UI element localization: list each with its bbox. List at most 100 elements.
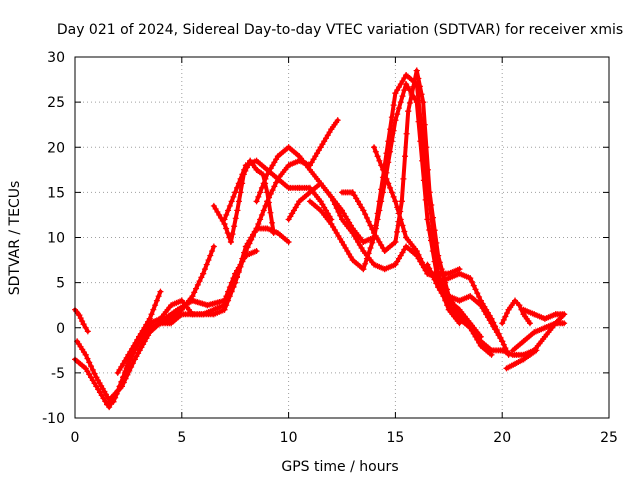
data-point-marker — [269, 162, 276, 169]
data-point-marker — [339, 207, 345, 214]
data-point-marker — [402, 153, 409, 160]
data-point-marker — [388, 114, 395, 121]
data-point-marker — [266, 168, 273, 175]
data-point-marker — [235, 180, 242, 187]
data-point-marker — [429, 272, 436, 279]
data-point-marker — [420, 263, 427, 270]
data-point-marker — [392, 90, 399, 97]
data-point-marker — [201, 266, 208, 273]
data-point-marker — [395, 84, 402, 91]
data-point-marker — [415, 97, 422, 104]
data-point-marker — [193, 285, 200, 292]
data-point-marker — [132, 339, 139, 346]
data-point-marker — [533, 347, 540, 354]
data-point-marker — [376, 239, 383, 246]
data-point-marker — [210, 202, 217, 209]
data-point-marker — [287, 213, 294, 220]
series-layer — [72, 67, 568, 411]
data-point-marker — [205, 257, 212, 264]
data-point-marker — [228, 288, 235, 295]
data-point-marker — [358, 204, 365, 211]
data-point-marker — [82, 365, 89, 372]
data-point-marker — [114, 387, 121, 394]
data-point-marker — [229, 231, 236, 238]
data-point-marker — [493, 327, 500, 334]
data-point-marker — [426, 265, 433, 272]
data-point-marker — [372, 222, 379, 229]
data-point-marker — [488, 315, 495, 322]
data-point-marker — [232, 189, 239, 196]
data-point-marker — [241, 166, 248, 173]
data-point-marker — [82, 351, 89, 358]
data-point-marker — [492, 323, 499, 330]
data-point-marker — [227, 239, 234, 246]
data-point-marker — [212, 205, 219, 212]
data-point-marker — [408, 91, 415, 98]
data-point-marker — [86, 371, 93, 378]
data-point-marker — [442, 296, 449, 303]
data-point-marker — [207, 252, 214, 259]
data-point-marker — [413, 67, 420, 74]
data-point-marker — [504, 348, 511, 355]
data-point-marker — [129, 360, 136, 367]
data-point-marker — [378, 162, 385, 169]
data-point-marker — [399, 78, 406, 85]
data-point-marker — [294, 201, 301, 208]
data-point-marker — [242, 243, 249, 250]
data-point-marker — [346, 219, 353, 226]
data-point-marker — [331, 226, 338, 233]
data-point-marker — [107, 400, 114, 407]
y-tick-label: -10 — [42, 411, 65, 427]
data-point-marker — [88, 374, 95, 381]
data-point-marker — [398, 198, 405, 205]
data-point-marker — [109, 397, 116, 404]
data-point-marker — [344, 248, 351, 255]
data-point-marker — [394, 204, 401, 211]
data-point-marker — [360, 266, 367, 273]
data-point-marker — [226, 234, 233, 241]
data-point-marker — [267, 165, 274, 172]
data-point-marker — [116, 366, 123, 373]
data-point-marker — [390, 102, 397, 109]
data-point-marker — [106, 404, 113, 411]
data-point-marker — [451, 302, 458, 309]
data-point-marker — [319, 141, 326, 148]
data-point-marker — [363, 214, 370, 221]
data-point-marker — [499, 338, 506, 345]
data-point-marker — [123, 354, 130, 361]
data-point-marker — [340, 242, 347, 249]
y-tick-label: 25 — [47, 95, 65, 111]
data-point-marker — [440, 293, 447, 300]
data-point-marker — [143, 332, 150, 339]
data-point-marker — [376, 198, 383, 205]
data-point-marker — [429, 214, 436, 221]
data-point-marker — [315, 147, 322, 154]
data-point-marker — [116, 383, 123, 390]
data-point-marker — [271, 159, 278, 166]
data-point-marker — [253, 248, 260, 255]
data-point-marker — [84, 355, 91, 362]
data-point-marker — [321, 204, 328, 211]
data-point-marker — [258, 211, 265, 218]
y-tick-label: 10 — [47, 231, 65, 247]
data-point-marker — [367, 245, 374, 252]
data-point-marker — [79, 318, 86, 325]
data-point-marker — [77, 315, 84, 322]
y-tick-label: 30 — [47, 50, 65, 66]
x-tick-label: 25 — [600, 430, 618, 446]
tick-labels: 0 5 10 15 20 25 -10 -5 0 5 10 15 20 25 30 — [42, 50, 618, 446]
data-point-marker — [392, 239, 399, 246]
data-point-marker — [264, 189, 271, 196]
data-point-marker — [230, 193, 237, 200]
data-point-marker — [426, 189, 433, 196]
data-point-marker — [344, 216, 351, 223]
data-point-marker — [401, 228, 408, 235]
data-point-marker — [200, 270, 207, 277]
data-point-marker — [394, 111, 401, 118]
data-point-marker — [257, 189, 264, 196]
data-point-marker — [363, 255, 370, 262]
y-tick-label: 0 — [56, 321, 65, 337]
data-point-marker — [477, 297, 484, 304]
data-point-marker — [189, 293, 196, 300]
data-point-marker — [289, 210, 296, 217]
